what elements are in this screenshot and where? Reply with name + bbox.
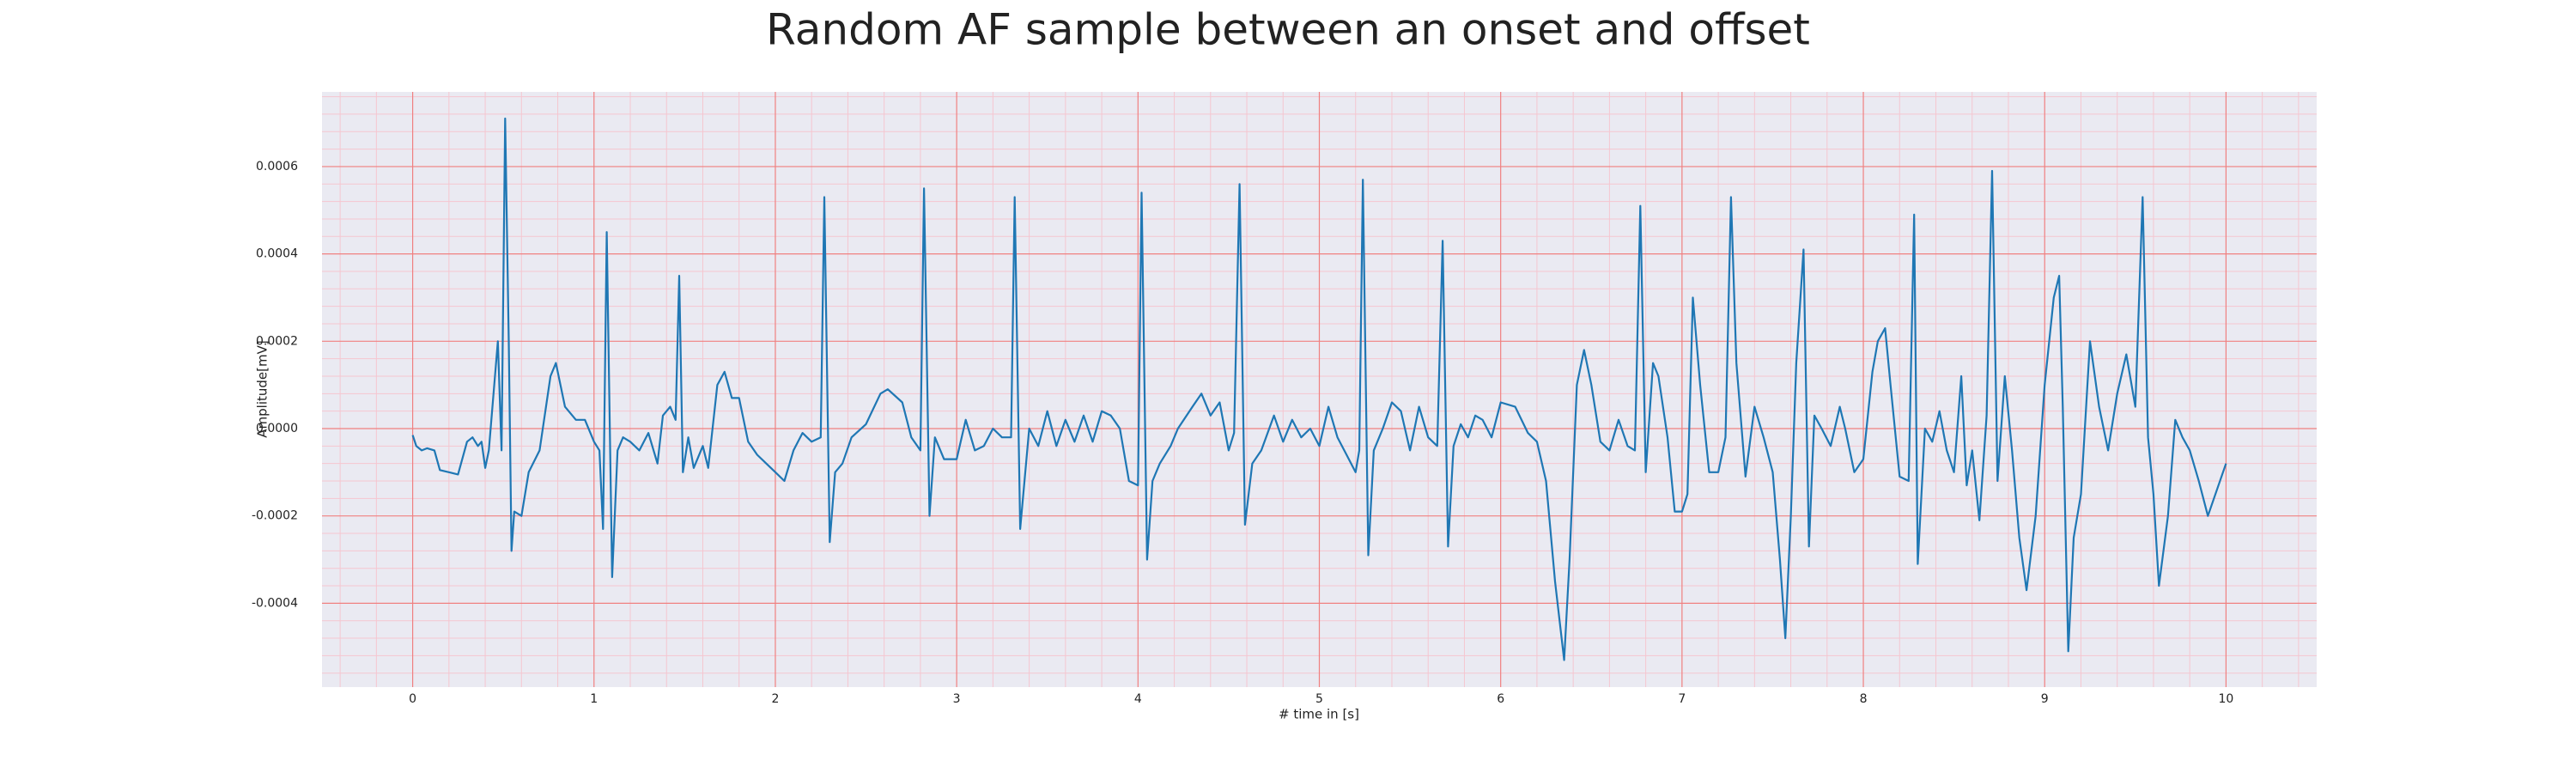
x-tick-label: 10: [2218, 692, 2233, 706]
y-tick-label: 0.0006: [256, 160, 298, 173]
x-tick-label: 8: [1860, 692, 1868, 706]
y-tick-label: 0.0004: [256, 247, 298, 261]
y-tick-label: -0.0004: [252, 596, 298, 610]
marks: [411, 117, 2227, 661]
x-tick-label: 7: [1678, 692, 1686, 706]
x-tick-label: 0: [409, 692, 416, 706]
chart-title: Random AF sample between an onset and of…: [766, 5, 1810, 55]
x-tick-label: 4: [1134, 692, 1142, 706]
x-tick-label: 2: [771, 692, 779, 706]
major-grid: [322, 92, 2317, 687]
x-axis-label: # time in [s]: [1279, 707, 1359, 722]
x-tick-label: 5: [1315, 692, 1323, 706]
signal-line: [411, 117, 2227, 661]
x-tick-label: 6: [1497, 692, 1504, 706]
y-tick-label: -0.0002: [252, 509, 298, 523]
y-axis-label: Amplitude[mV]: [255, 340, 270, 437]
y-tick-label: 0.0002: [256, 334, 298, 348]
x-tick-label: 9: [2041, 692, 2049, 706]
x-tick-label: 3: [953, 692, 961, 706]
y-tick-label: 0.0000: [256, 422, 298, 435]
x-tick-label: 1: [590, 692, 598, 706]
